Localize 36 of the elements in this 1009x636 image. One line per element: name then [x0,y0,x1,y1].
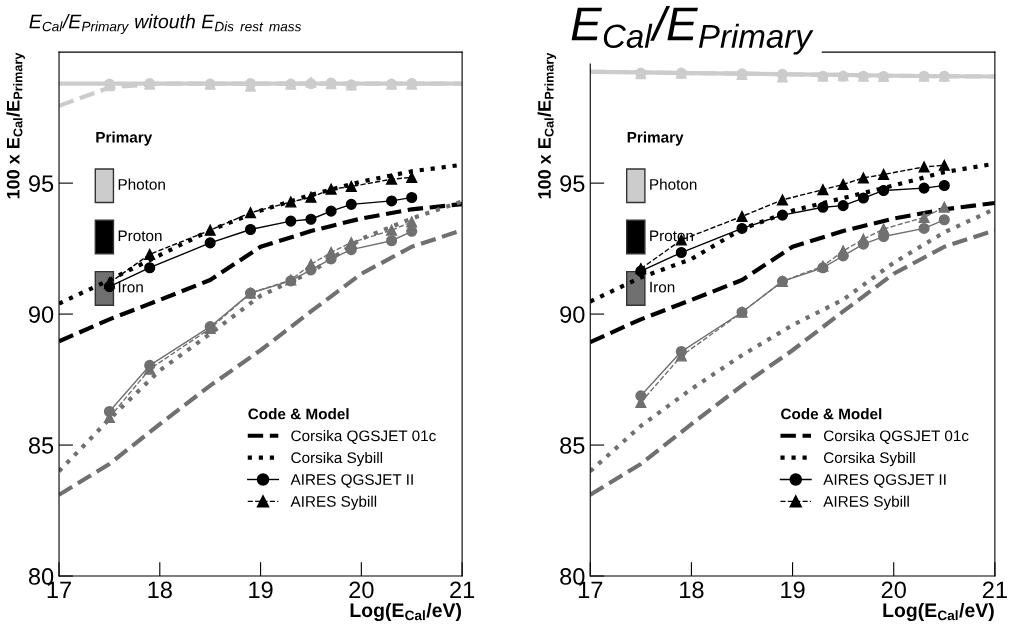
annotation: Primary [627,131,684,146]
y-tick-label: 95 [29,175,54,192]
legend-title: Code & Model [781,408,882,420]
y-axis-title: 100 x E$_{Cal}$/E$_{Primary}$ [537,52,557,199]
legend-label: AIRES QGSJET II [290,474,413,488]
x-tick-label: 21 [982,581,1007,598]
x-axis-title: Log(E$_{Cal}$/eV) [883,602,994,622]
x-tick-label: 19 [249,581,273,599]
x-tick-label: 18 [148,581,172,599]
legend-label: AIRES Sybill [823,495,909,510]
legend-title: Code & Model [248,408,349,420]
chart-title: E$_{Cal}$/E$_{Primary}$ [571,5,814,55]
y-tick-label: 85 [28,437,54,454]
x-tick-label: 21 [450,581,475,598]
legend-label: Corsika QGSJET 01c [291,430,436,444]
legend-label: AIRES QGSJET II [823,474,946,488]
annotation: Photon [650,178,697,190]
x-tick-label: 20 [349,581,374,599]
annotation: Primary [96,131,153,146]
y-tick-label: 90 [560,306,585,323]
legend-label: Corsika Sybill [291,451,383,467]
x-tick-label: 20 [881,581,906,599]
legend-label: AIRES Sybill [290,495,377,510]
x-tick-label: 18 [680,581,704,599]
legend-label: Corsika Sybill [824,451,915,467]
annotation: Proton [118,230,162,242]
x-tick-label: 19 [781,581,805,599]
y-tick-label: 85 [560,437,585,454]
y-tick-label: 90 [29,306,54,323]
legend-label: Corsika QGSJET 01c [824,430,969,444]
x-axis-title: Log(E$_{Cal}$/eV) [350,602,461,622]
y-axis-title: 100 x E$_{Cal}$/E$_{Primary}$ [6,52,25,199]
y-tick-label: 95 [560,175,585,192]
annotation: Iron [118,281,143,293]
annotation: Photon [118,178,165,190]
annotation: Iron [650,281,675,293]
